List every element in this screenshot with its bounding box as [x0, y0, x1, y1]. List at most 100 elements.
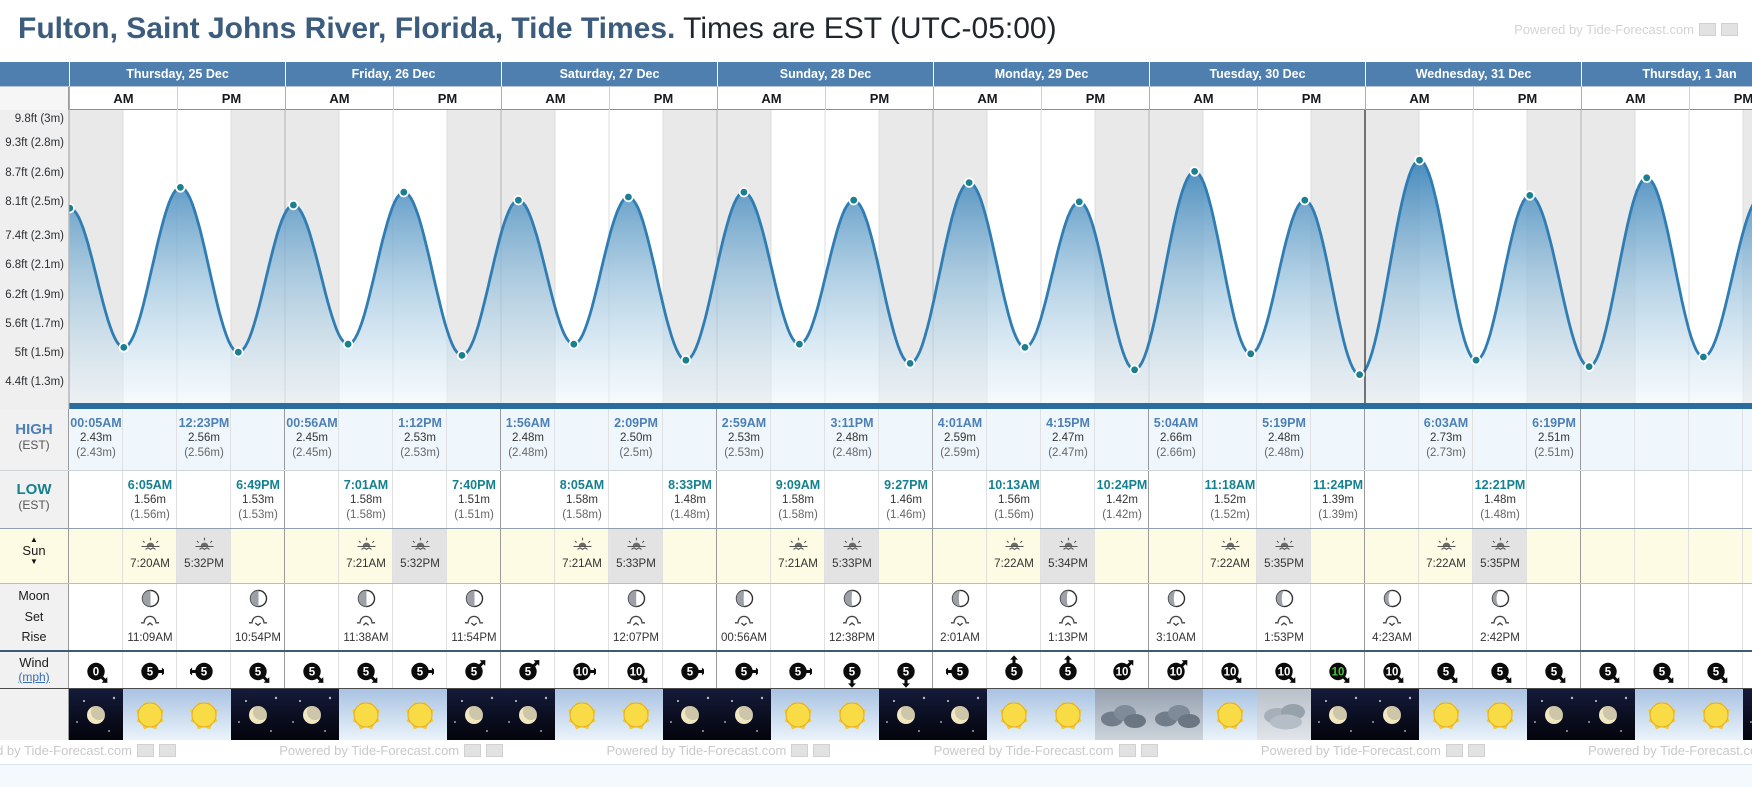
sun-set-time: 5:33PM	[616, 558, 656, 570]
tide-time: 10:13AM	[988, 478, 1040, 492]
wind-icon: 5	[1059, 655, 1077, 681]
weather-tile-night	[879, 689, 933, 740]
weather-tile-night	[1365, 689, 1419, 740]
moon-set-time: 3:10AM	[1156, 632, 1196, 644]
weather-tile-night	[69, 689, 123, 740]
y-axis-label: 6.8ft (2.1m)	[5, 259, 64, 272]
tide-height-alt: (2.56m)	[184, 447, 224, 459]
half-day-label: AM	[1149, 87, 1257, 110]
flag-icon	[1721, 23, 1738, 36]
tide-height-alt: (2.66m)	[1156, 447, 1196, 459]
moon-rise-time: 12:38PM	[828, 632, 876, 644]
tide-height-alt: (1.39m)	[1318, 509, 1358, 521]
moon-row: Moon Set Rise 11:09AM 10:54PM 11:38AM 11:54…	[0, 584, 1752, 652]
wind-icon: 5	[1005, 655, 1023, 681]
svg-text:5: 5	[1551, 667, 1558, 679]
svg-text:10: 10	[1386, 667, 1399, 679]
powered-by-text: Powered by Tide-Forecast.com	[0, 743, 132, 758]
half-day-label: AM	[933, 87, 1041, 110]
tide-time: 1:56AM	[505, 416, 551, 430]
moonset-icon	[1167, 615, 1185, 627]
svg-text:10: 10	[630, 667, 643, 679]
weather-tile-sun	[1473, 689, 1527, 740]
moon-phase-icon	[141, 589, 159, 608]
row-label-weather	[0, 689, 69, 740]
tide-time: 2:09PM	[614, 416, 658, 430]
half-day-label: PM	[825, 87, 933, 110]
svg-text:5: 5	[1011, 667, 1018, 679]
tide-height: 1.53m	[242, 494, 274, 506]
page-title: Fulton, Saint Johns River, Florida, Tide…	[18, 12, 1057, 46]
tide-extreme-dot	[456, 350, 468, 361]
tide-extreme-dot	[848, 194, 859, 206]
moon-set-time: 2:01AM	[940, 632, 980, 644]
wind-speed-arrow: 5	[1054, 655, 1082, 693]
moon-rise-entry: 2:42PM	[1460, 589, 1540, 644]
weather-tile-sun	[1635, 689, 1689, 740]
sunrise-icon	[1005, 537, 1023, 551]
tide-height-alt: (2.43m)	[76, 447, 116, 459]
tide-height-alt: (1.58m)	[778, 509, 818, 521]
weather-tile-sun	[123, 689, 177, 740]
wind-icon: 10	[1113, 660, 1134, 681]
weather-tile-night	[663, 689, 717, 740]
mph-unit-link[interactable]: (mph)	[18, 670, 50, 684]
night-icon	[285, 689, 339, 740]
ampm-corner	[0, 87, 69, 110]
day-header-cell: Sunday, 28 Dec	[717, 62, 933, 86]
wind-icon: 5	[141, 662, 167, 681]
svg-text:0: 0	[93, 667, 99, 679]
wind-speed-arrow: 10	[568, 655, 599, 693]
weather-tile-night	[1527, 689, 1581, 740]
powered-by-footer: Powered by Tide-Forecast.com	[934, 743, 1158, 758]
wind-icon: 5	[897, 662, 915, 688]
wind-speed-arrow: 5	[943, 655, 974, 693]
weather-tile-clouds	[1095, 689, 1149, 740]
y-axis-label: 7.4ft (2.3m)	[5, 230, 64, 243]
tide-height: 1.42m	[1106, 494, 1138, 506]
tide-height-alt: (2.59m)	[940, 447, 980, 459]
tide-height-alt: (2.48m)	[832, 447, 872, 459]
sun-icon	[177, 689, 231, 740]
wind-speed-arrow: 10	[1324, 655, 1352, 693]
bottom-strip	[0, 764, 1752, 787]
half-day-label: PM	[1257, 87, 1365, 110]
tide-time: 9:09AM	[775, 478, 821, 492]
wind-speed-arrow: 0	[82, 655, 110, 693]
moon-rise-time: 1:13PM	[1048, 632, 1088, 644]
moon-phase-icon	[951, 589, 969, 608]
night-icon	[1527, 689, 1581, 740]
tide-time: 8:33PM	[668, 478, 712, 492]
wind-speed-arrow: 10	[1270, 655, 1298, 693]
night-icon	[69, 689, 123, 740]
weather-tile-sun	[771, 689, 825, 740]
powered-by-footer: Powered by Tide-Forecast.com	[0, 743, 176, 758]
tide-entry-low: 12:21PM 1.48m (1.48m)	[1445, 478, 1555, 523]
weather-tile-night	[1311, 689, 1365, 740]
powered-by-text: Powered by Tide-Forecast.com	[1260, 743, 1441, 758]
moon-set-entry: 00:56AM	[704, 589, 784, 644]
tide-time: 12:21PM	[1474, 478, 1526, 492]
tide-entry-low: 7:01AM 1.58m (1.58m)	[311, 478, 421, 523]
title-bar: Fulton, Saint Johns River, Florida, Tide…	[0, 0, 1752, 62]
sunrise-icon	[1437, 537, 1455, 551]
sun-set-time: 5:32PM	[184, 558, 224, 570]
tide-time: 4:01AM	[937, 416, 983, 430]
tide-extreme-dot	[1583, 361, 1595, 372]
wind-speed-arrow: 5	[838, 655, 866, 693]
tide-entry-low: 6:49PM 1.53m (1.53m)	[203, 478, 313, 523]
tide-extreme-dot	[1074, 196, 1085, 208]
moonset-icon	[249, 615, 267, 627]
tide-height: 1.56m	[134, 494, 166, 506]
moon-set-time: 00:56AM	[720, 632, 768, 644]
moon-set-time: 4:23AM	[1372, 632, 1412, 644]
tide-entry-low: 11:18AM 1.52m (1.52m)	[1175, 478, 1285, 523]
wind-speed-arrow: 10	[1108, 655, 1136, 693]
svg-text:5: 5	[1497, 667, 1504, 679]
night-icon	[447, 689, 501, 740]
wind-speed-arrow: 5	[1486, 655, 1514, 693]
tide-height-alt: (1.46m)	[886, 509, 926, 521]
half-day-label: AM	[1581, 87, 1689, 110]
tide-entry-high: 00:56AM 2.45m (2.45m)	[257, 416, 367, 461]
